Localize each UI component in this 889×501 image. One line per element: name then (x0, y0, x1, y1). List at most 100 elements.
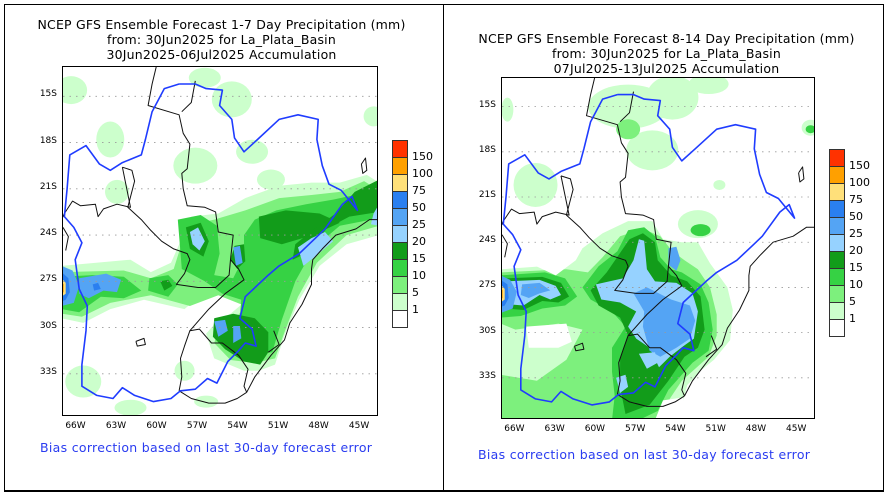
colorbar-swatch (392, 310, 408, 328)
precip-contour-15mm (212, 313, 269, 365)
basin-outline (63, 83, 359, 403)
lat-tick-label: 27S (39, 274, 57, 285)
lon-tick-label: 66W (65, 421, 86, 431)
no-precip-area (502, 236, 583, 276)
colorbar-swatch (392, 140, 408, 158)
precip-contour-1mm (688, 78, 729, 95)
lat-tick-label: 15S (478, 99, 496, 110)
panel-title: NCEP GFS Ensemble Forecast 1-7 Day Preci… (0, 17, 443, 62)
lat-tick-label: 33S (39, 366, 57, 377)
lon-tick-label: 45W (348, 421, 370, 431)
title-line-3: 07Jul2025-13Jul2025 Accumulation (553, 61, 780, 76)
colorbar-label: 5 (849, 295, 856, 308)
colorbar-label: 25 (412, 218, 426, 231)
precip-contour-50mm (92, 282, 101, 291)
precip-contour-25mm (520, 282, 551, 298)
title-line-1: NCEP GFS Ensemble Forecast 1-7 Day Preci… (37, 17, 406, 32)
lake-outline (360, 157, 368, 174)
panel-week1: NCEP GFS Ensemble Forecast 1-7 Day Preci… (0, 0, 443, 492)
country-border (178, 330, 191, 391)
country-border (122, 166, 231, 288)
precip-contour-1mm (105, 179, 130, 204)
country-border (705, 335, 718, 358)
map-canvas (63, 67, 377, 415)
country-border (63, 227, 69, 251)
colorbar-swatch (829, 302, 845, 320)
colorbar-swatch (392, 225, 408, 243)
colorbar-swatch (392, 174, 408, 192)
country-border (617, 393, 685, 407)
country-border (684, 226, 814, 397)
country-border (616, 335, 629, 395)
precip-contour-1mm (174, 360, 195, 381)
colorbar-swatch (392, 191, 408, 209)
panel-divider (443, 4, 444, 492)
country-border (560, 175, 669, 294)
lat-tick-label: 33S (478, 370, 496, 381)
colorbar-label: 10 (849, 278, 863, 291)
colorbar-swatch (829, 183, 845, 201)
colorbar-label: 10 (412, 269, 426, 282)
colorbar-label: 5 (412, 286, 419, 299)
country-border (181, 80, 196, 113)
footer-note: Bias correction based on last 30-day for… (40, 440, 373, 455)
colorbar-label: 15 (849, 261, 863, 274)
precip-contour-1mm (713, 179, 726, 190)
country-border (178, 390, 247, 404)
footer-note: Bias correction based on last 30-day for… (478, 447, 811, 462)
title-line-2: from: 30Jun2025 for La_Plata_Basin (552, 46, 781, 61)
lon-tick-label: 57W (625, 424, 646, 434)
precip-contour-20mm (189, 227, 205, 251)
no-precip-area (526, 323, 572, 348)
lon-tick-label: 48W (308, 421, 329, 431)
colorbar-swatch (829, 149, 845, 167)
lon-tick-label: 63W (544, 424, 565, 434)
precip-contour-100mm (502, 289, 503, 299)
precip-contour-1mm (65, 365, 102, 398)
lat-tick-label: 18S (478, 144, 496, 155)
lat-tick-label: 18S (39, 135, 57, 146)
colorbar-label: 15 (412, 252, 426, 265)
lon-tick-label: 45W (786, 424, 807, 434)
colorbar-swatch (392, 157, 408, 175)
precip-contour-5mm (616, 119, 641, 140)
lat-tick-label: 27S (478, 280, 496, 291)
colorbar-label: 75 (412, 184, 426, 197)
lake-outline (798, 166, 805, 183)
colorbar-label: 20 (849, 244, 863, 257)
colorbar-swatch (392, 208, 408, 226)
precip-contour-1mm (211, 81, 252, 118)
colorbar-swatch (829, 234, 845, 252)
country-border (502, 234, 508, 258)
colorbar-swatch (829, 251, 845, 269)
lat-tick-label: 15S (39, 89, 57, 100)
title-line-3: 30Jun2025-06Jul2025 Accumulation (106, 47, 337, 62)
map-canvas (502, 78, 814, 418)
precip-contour-25mm (633, 287, 696, 357)
precip-contour-1mm (502, 97, 514, 122)
lon-tick-label: 54W (665, 424, 686, 434)
colorbar-label: 150 (412, 150, 433, 163)
lon-tick-label: 54W (227, 421, 248, 431)
precip-contour-25mm (233, 326, 242, 343)
lat-tick-label: 24S (478, 235, 496, 246)
colorbar-swatch (829, 217, 845, 235)
precip-contour-1mm (236, 139, 269, 164)
precip-contour-100mm (63, 283, 64, 293)
lon-tick-label: 60W (584, 424, 606, 434)
precip-contour-1mm (114, 399, 147, 415)
lat-tick-label: 24S (39, 228, 57, 239)
lat-tick-label: 30S (39, 320, 57, 331)
colorbar-swatch (392, 259, 408, 277)
colorbar-label: 1 (412, 303, 419, 316)
colorbar-label: 50 (412, 201, 426, 214)
title-line-1: NCEP GFS Ensemble Forecast 8-14 Day Prec… (478, 31, 855, 46)
title-line-2: from: 30Jun2025 for La_Plata_Basin (107, 32, 336, 47)
country-border (147, 67, 249, 393)
precip-contour-1mm (63, 76, 88, 105)
precip-contour-15mm (258, 210, 340, 245)
colorbar-label: 100 (849, 176, 870, 189)
precip-contour-1mm (626, 130, 679, 171)
colorbar-label: 100 (412, 167, 433, 180)
lon-tick-label: 48W (745, 424, 767, 434)
